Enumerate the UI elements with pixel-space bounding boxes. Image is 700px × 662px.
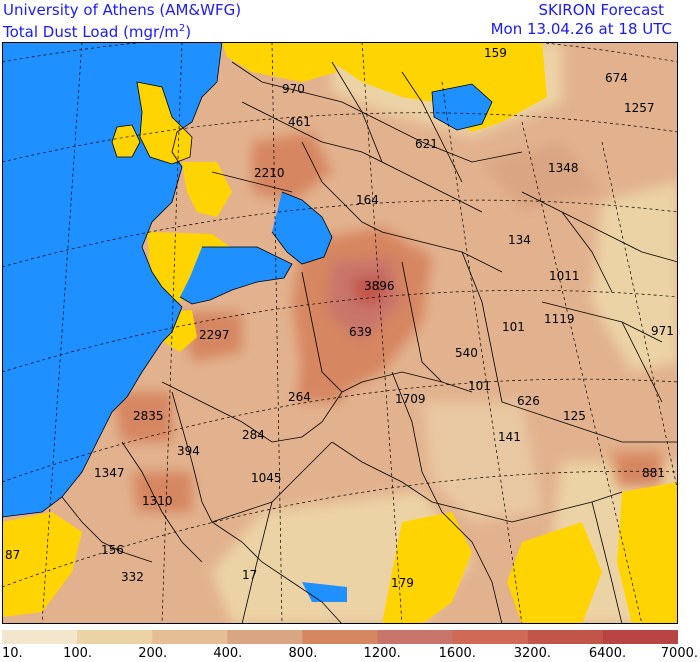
value-label: 159 <box>484 46 507 60</box>
value-label: 284 <box>242 428 265 442</box>
legend-level-label: 6400. <box>588 646 627 661</box>
legend-level-label: 100. <box>63 646 93 661</box>
value-label: 141 <box>498 430 521 444</box>
value-label: 971 <box>651 324 674 338</box>
legend-level-label: 200. <box>138 646 168 661</box>
institution-title: University of Athens (AM&WFG) <box>3 1 242 19</box>
legend-level-label: 3200. <box>513 646 551 661</box>
below-threshold-zones <box>2 42 678 624</box>
value-label: 394 <box>177 444 200 458</box>
value-label: 87 <box>5 548 20 562</box>
legend-level-label: 7000. <box>660 646 698 661</box>
legend-swatch <box>452 630 529 644</box>
value-label: 461 <box>288 115 311 129</box>
value-label: 264 <box>288 390 311 404</box>
legend-labels: 10. 100. 200. 400. 800. 1200. 1600. 3200. 6400. 7… <box>0 646 700 662</box>
legend-level-label: 10. <box>2 646 23 661</box>
value-label: 134 <box>508 233 531 247</box>
mediterranean-west <box>180 247 292 304</box>
value-label: 674 <box>605 71 628 85</box>
legend-swatch <box>2 630 78 644</box>
value-label: 626 <box>517 394 540 408</box>
legend-level-label: 1600. <box>438 646 476 661</box>
value-label: 101 <box>468 379 491 393</box>
value-label: 1119 <box>544 312 575 326</box>
value-label: 1709 <box>395 392 426 406</box>
value-label: 2297 <box>199 328 230 342</box>
value-label: 1257 <box>624 101 655 115</box>
value-label: 179 <box>391 576 414 590</box>
value-label: 1347 <box>94 466 125 480</box>
legend-swatch <box>377 630 454 644</box>
country-borders <box>2 42 678 624</box>
dust-map: 159 674 970 1257 461 621 1348 2210 164 1… <box>2 42 678 624</box>
value-label: 621 <box>415 137 438 151</box>
high-dust-zones <box>112 132 662 512</box>
value-label: 3896 <box>364 279 395 293</box>
legend-level-label: 1200. <box>363 646 401 661</box>
british-isles <box>112 82 192 164</box>
map-frame <box>2 42 678 624</box>
red-sea <box>302 582 347 602</box>
product-title: SKIRON Forecast <box>538 1 664 19</box>
value-label: 970 <box>282 82 305 96</box>
value-label: 101 <box>502 320 525 334</box>
value-label: 639 <box>349 325 372 339</box>
graticule <box>2 42 678 624</box>
black-sea <box>432 84 492 130</box>
value-label: 2210 <box>254 166 285 180</box>
field-title: Total Dust Load (mgr/m2) <box>3 23 192 41</box>
value-label: 332 <box>121 570 144 584</box>
value-label: 1348 <box>548 161 579 175</box>
legend-swatch <box>77 630 153 644</box>
value-label: 1045 <box>251 471 282 485</box>
legend-swatch <box>527 630 604 644</box>
legend-swatch <box>227 630 303 644</box>
tyrrhenian-sea <box>272 192 332 264</box>
value-label: 125 <box>563 409 586 423</box>
value-label: 881 <box>642 466 665 480</box>
value-labels: 159 674 970 1257 461 621 1348 2210 164 1… <box>5 46 674 590</box>
legend-swatch <box>152 630 228 644</box>
legend-level-label: 400. <box>213 646 243 661</box>
value-label: 540 <box>455 346 478 360</box>
value-label: 156 <box>101 543 124 557</box>
value-label: 1011 <box>549 269 580 283</box>
value-label: 164 <box>356 193 379 207</box>
valid-time: Mon 13.04.26 at 18 UTC <box>490 20 672 38</box>
legend-swatch <box>302 630 378 644</box>
value-label: 2835 <box>133 409 164 423</box>
value-label: 1310 <box>142 494 173 508</box>
color-legend <box>2 630 678 644</box>
legend-swatch <box>602 630 678 644</box>
legend-level-label: 800. <box>288 646 318 661</box>
value-label: 17 <box>242 568 257 582</box>
